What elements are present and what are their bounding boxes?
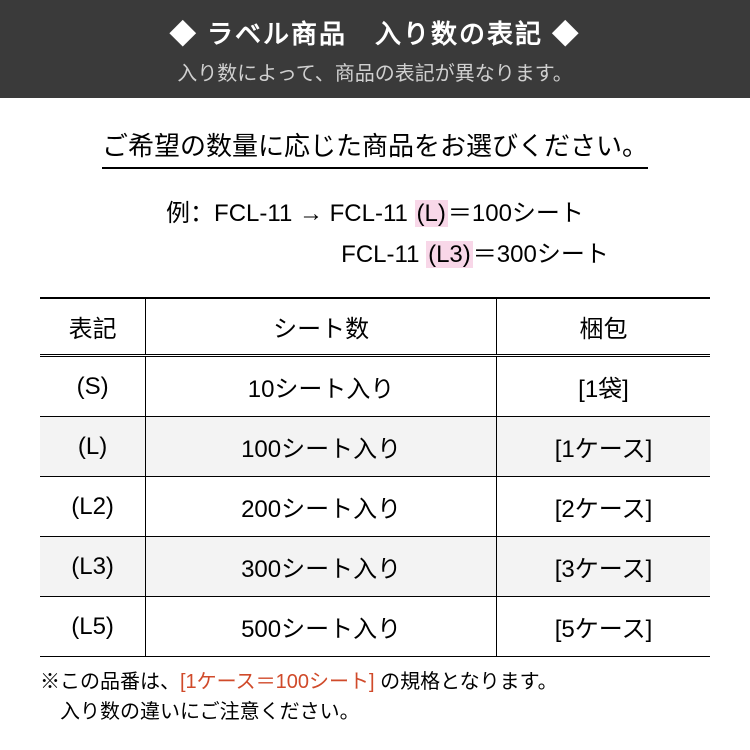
- example-line-1: 例：FCL-11 → FCL-11 (L)＝100シート: [0, 193, 750, 228]
- instruction-text: ご希望の数量に応じた商品をお選びください。: [102, 126, 648, 169]
- cell-package: [2ケース]: [497, 477, 710, 537]
- table-row: (L3) 300シート入り [3ケース]: [40, 537, 710, 597]
- header-subtitle: 入り数によって、商品の表記が異なります。: [0, 57, 750, 86]
- cell-package: [3ケース]: [497, 537, 710, 597]
- cell-package: [1袋]: [497, 356, 710, 417]
- cell-package: [5ケース]: [497, 597, 710, 657]
- cell-sheets: 10シート入り: [146, 356, 497, 417]
- example-mid-1: ＝100シート: [448, 200, 584, 227]
- cell-sheets: 500シート入り: [146, 597, 497, 657]
- cell-sheets: 100シート入り: [146, 417, 497, 477]
- col-header-package: 梱包: [497, 298, 710, 356]
- col-header-sheets: シート数: [146, 298, 497, 356]
- table-container: 表記 シート数 梱包 (S) 10シート入り [1袋] (L) 100シート入り…: [0, 297, 750, 657]
- cell-notation: (L5): [40, 597, 146, 657]
- example-highlight-2: (L3): [426, 241, 473, 268]
- note-text-b: の規格となります。: [375, 671, 558, 693]
- note-red-text: [1ケース＝100シート]: [180, 671, 375, 693]
- example-prefix: 例：FCL-11 → FCL-11: [166, 200, 415, 227]
- cell-package: [1ケース]: [497, 417, 710, 477]
- example-line-2: FCL-11 (L3)＝300シート: [0, 234, 750, 269]
- notation-table: 表記 シート数 梱包 (S) 10シート入り [1袋] (L) 100シート入り…: [40, 297, 710, 657]
- footnote: ※この品番は、[1ケース＝100シート] の規格となります。 入り数の違いにご注…: [0, 657, 750, 727]
- header-banner: ◆ ラベル商品 入り数の表記 ◆ 入り数によって、商品の表記が異なります。: [0, 0, 750, 98]
- example-line2-prefix: FCL-11: [341, 241, 426, 268]
- table-row: (L2) 200シート入り [2ケース]: [40, 477, 710, 537]
- cell-notation: (L): [40, 417, 146, 477]
- example-mid-2: ＝300シート: [473, 241, 609, 268]
- header-title: ◆ ラベル商品 入り数の表記 ◆: [0, 14, 750, 51]
- cell-notation: (S): [40, 356, 146, 417]
- cell-notation: (L2): [40, 477, 146, 537]
- example-highlight-1: (L): [415, 200, 448, 227]
- col-header-notation: 表記: [40, 298, 146, 356]
- table-row: (L5) 500シート入り [5ケース]: [40, 597, 710, 657]
- table-row: (S) 10シート入り [1袋]: [40, 356, 710, 417]
- cell-sheets: 300シート入り: [146, 537, 497, 597]
- note-line-2: 入り数の違いにご注意ください。: [40, 701, 360, 723]
- table-header-row: 表記 シート数 梱包: [40, 298, 710, 356]
- note-text-a: ※この品番は、: [40, 671, 180, 693]
- table-row: (L) 100シート入り [1ケース]: [40, 417, 710, 477]
- cell-notation: (L3): [40, 537, 146, 597]
- cell-sheets: 200シート入り: [146, 477, 497, 537]
- example-block: 例：FCL-11 → FCL-11 (L)＝100シート FCL-11 (L3)…: [0, 193, 750, 269]
